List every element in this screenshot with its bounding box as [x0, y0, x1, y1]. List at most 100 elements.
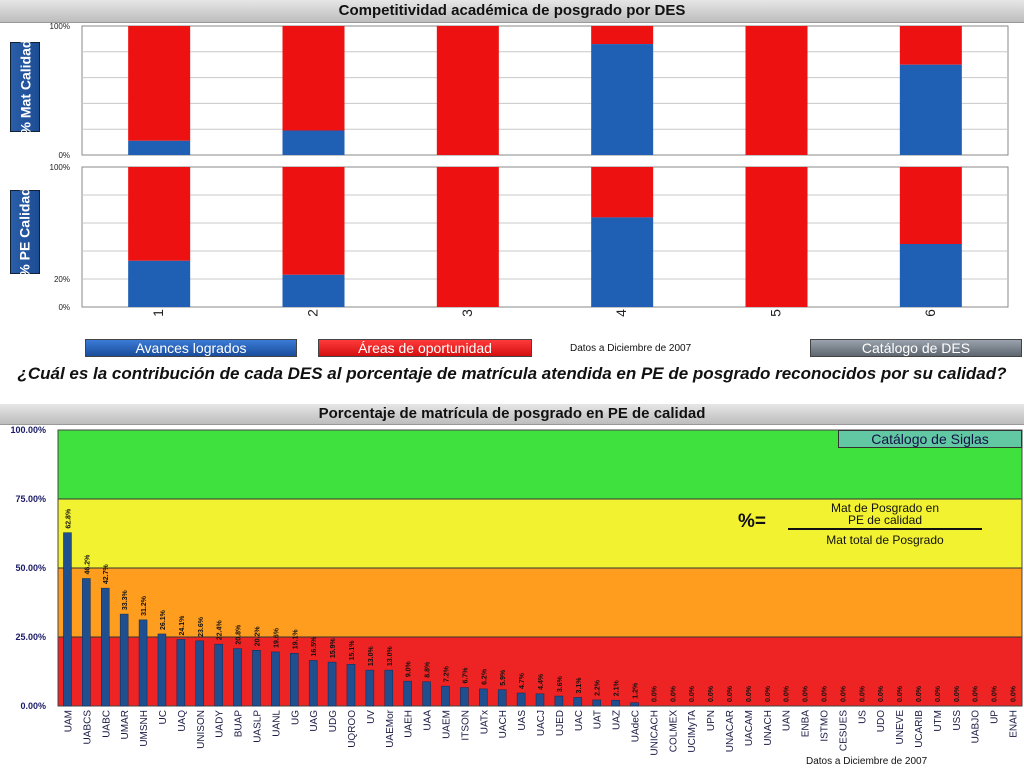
bar-UQROO — [346, 664, 356, 707]
legend-opportunity: Áreas de oportunidad — [318, 339, 532, 357]
bar-UASLP — [252, 649, 261, 707]
data-label-BUAP: 20.8% — [236, 624, 243, 645]
panel1-ylabel: % Mat Calidad — [10, 40, 40, 134]
formula-lhs: %= — [738, 511, 766, 532]
category-label-UG: UG — [290, 710, 301, 725]
data-label-ENBA: 0.0% — [803, 685, 810, 702]
data-label-UG: 19.1% — [292, 629, 299, 650]
data-label-CESUES: 0.0% — [840, 685, 847, 702]
top-date-note: Datos a Diciembre de 2007 — [570, 343, 692, 354]
panel1-ytick: 100% — [50, 22, 70, 31]
category-label-3: 3 — [459, 309, 475, 317]
category-label-US: US — [857, 710, 868, 724]
data-label-UCARIB: 0.0% — [916, 685, 923, 702]
data-label-UCIMyTA: 0.0% — [689, 685, 696, 702]
bar-UANL — [271, 651, 280, 707]
data-label-UJED: 3.6% — [557, 675, 564, 692]
catalog-siglas-button[interactable]: Catálogo de Siglas — [838, 430, 1022, 448]
panel2-ylabel: % PE Calidad — [10, 187, 40, 277]
bar-UAEM — [441, 685, 450, 707]
data-label-UAS: 4.7% — [519, 672, 526, 689]
ytick-label: 75.00% — [15, 494, 46, 504]
bar-UC — [157, 633, 167, 707]
category-label-UAEM: UAEM — [441, 710, 452, 739]
data-label-UPN: 0.0% — [708, 685, 715, 702]
data-label-UAQ: 24.1% — [179, 615, 186, 636]
panel1-bar-opportunity-4 — [591, 26, 654, 45]
category-label-UACJ: UACJ — [536, 710, 547, 736]
category-label-4: 4 — [613, 309, 629, 317]
category-label-UV: UV — [366, 710, 377, 724]
formula-denominator: Mat total de Posgrado — [826, 533, 944, 547]
data-label-UAA: 8.8% — [425, 661, 432, 678]
panel2-ytick: 20% — [54, 275, 70, 284]
data-label-UTM: 0.0% — [935, 685, 942, 702]
data-label-UNACAR: 0.0% — [727, 685, 734, 702]
catalog-des-button[interactable]: Catálogo de DES — [810, 339, 1022, 357]
panel2-bar-opportunity-4 — [591, 167, 654, 218]
panel1-bar-opportunity-3 — [436, 26, 499, 155]
data-label-UQROO: 15.1% — [349, 640, 356, 661]
category-label-6: 6 — [922, 309, 938, 317]
category-label-UNICACH: UNICACH — [649, 710, 660, 756]
bar-UNISON — [195, 640, 205, 707]
bar-UACH — [497, 689, 507, 707]
category-label-UNEVE: UNEVE — [895, 710, 906, 745]
bar-UG — [290, 653, 299, 707]
category-label-UAN: UAN — [782, 710, 793, 731]
bar-UABC — [101, 587, 110, 707]
ytick-label: 50.00% — [15, 563, 46, 573]
panel2-bar-achieved-4 — [591, 217, 654, 307]
category-label-UAS: UAS — [517, 710, 528, 731]
data-label-UASLP: 20.2% — [254, 626, 261, 647]
formula-numerator-1: Mat de Posgrado en — [830, 501, 940, 515]
category-label-UABJO: UABJO — [971, 710, 982, 744]
des-competitiveness-chart: 100% 0% 100% 20% 0% 1 2 3 4 5 6 — [50, 22, 1009, 317]
category-label-USS: USS — [952, 710, 963, 731]
category-label-5: 5 — [768, 309, 784, 317]
data-label-UMAR: 33.3% — [122, 589, 129, 610]
category-label-UMAR: UMAR — [120, 710, 131, 739]
data-label-UC: 26.1% — [160, 609, 167, 630]
category-label-UACH: UACH — [498, 710, 509, 738]
panel2-bar-achieved-6 — [899, 244, 962, 307]
bar-UABCS — [82, 578, 91, 707]
data-label-UACJ: 4.4% — [538, 673, 545, 690]
data-label-UAG: 16.5% — [311, 636, 318, 657]
panel1-bar-opportunity-6 — [899, 26, 962, 65]
data-label-UAN: 0.0% — [784, 685, 791, 702]
category-label-UAdeC: UAdeC — [631, 710, 642, 742]
data-label-UAC: 3.1% — [576, 677, 583, 694]
background-band-2 — [58, 568, 1022, 637]
data-label-UAEMor: 13.0% — [387, 645, 394, 666]
bottom-date-note: Datos a Diciembre de 2007 — [806, 756, 928, 767]
data-label-UABJO: 0.0% — [973, 685, 980, 702]
category-label-UAQ: UAQ — [177, 710, 188, 732]
category-label-UDG: UDG — [328, 710, 339, 732]
bottom-chart-title: Porcentaje de matrícula de posgrado en P… — [0, 404, 1024, 425]
bar-UAG — [308, 660, 318, 707]
category-label-UANL: UANL — [271, 710, 282, 737]
panel1-bar-opportunity-5 — [745, 26, 808, 155]
panel2-bar-opportunity-2 — [282, 167, 345, 275]
bar-UAQ — [176, 639, 186, 707]
panel1-bar-achieved-4 — [591, 44, 654, 156]
bar-UMSNH — [138, 619, 148, 707]
data-label-UP: 0.0% — [992, 685, 999, 702]
top-chart-title: Competitividad académica de posgrado por… — [0, 0, 1024, 23]
category-label-ENBA: ENBA — [801, 710, 812, 738]
panel2-bar-opportunity-5 — [745, 167, 808, 307]
bar-ITSON — [460, 687, 469, 707]
data-label-COLMEX: 0.0% — [670, 685, 677, 702]
data-label-UNEVE: 0.0% — [897, 685, 904, 702]
legend-achieved: Avances logrados — [85, 339, 297, 357]
data-label-USS: 0.0% — [954, 685, 961, 702]
bar-BUAP — [233, 648, 242, 707]
data-label-UATx: 6.2% — [481, 668, 488, 685]
panel2-bar-opportunity-3 — [436, 167, 499, 307]
data-label-UAdeC: 1.2% — [633, 682, 640, 699]
bar-UAA — [422, 681, 431, 707]
panel2-bar-opportunity-6 — [899, 167, 962, 244]
panel1-bar-achieved-6 — [899, 64, 962, 155]
category-label-UATx: UATx — [479, 710, 490, 734]
